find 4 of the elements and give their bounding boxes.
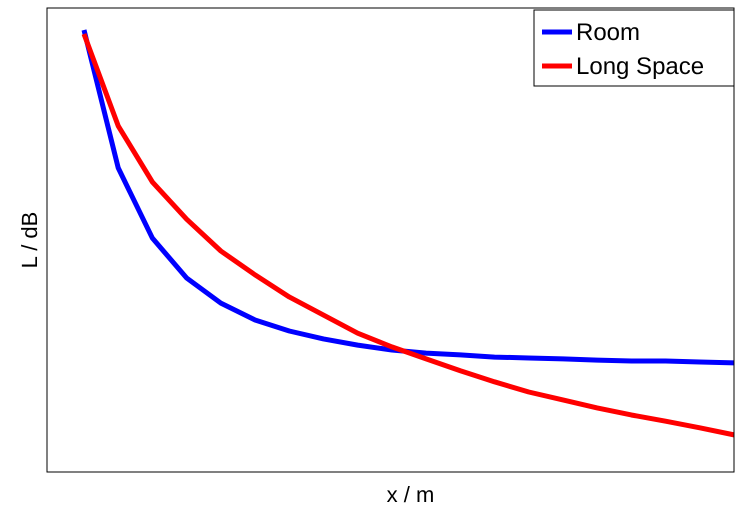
legend-label: Long Space xyxy=(576,53,704,80)
x-axis-title: x / m xyxy=(386,482,434,507)
legend-label: Room xyxy=(576,19,640,46)
y-axis-title: L / dB xyxy=(17,212,42,268)
